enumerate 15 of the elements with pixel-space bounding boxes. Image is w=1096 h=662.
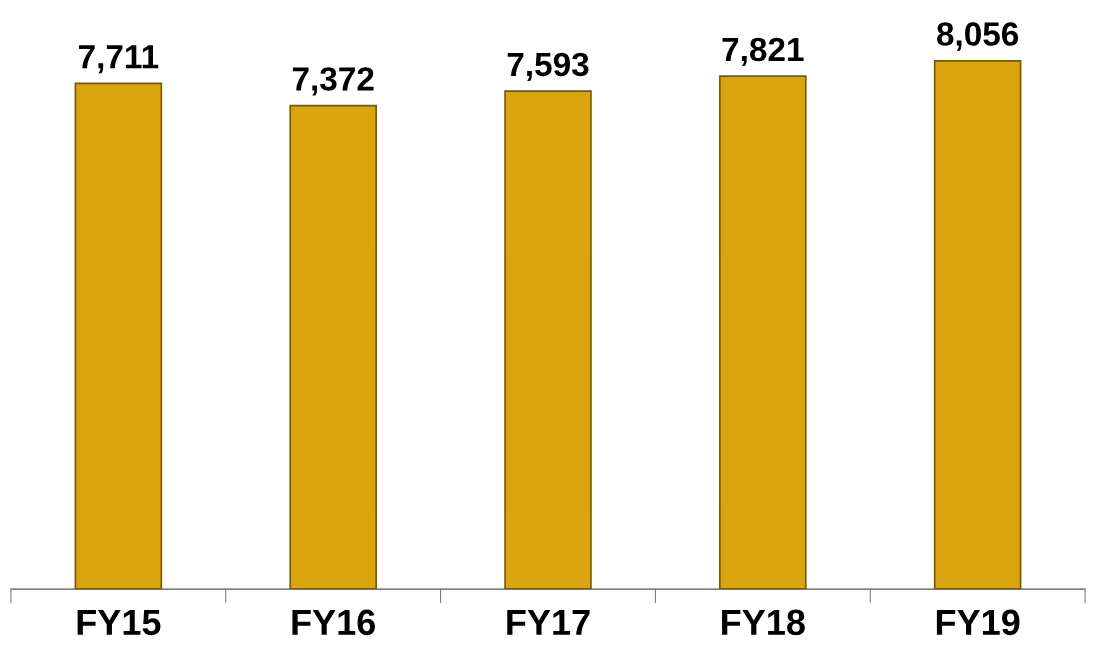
data-label: 7,372	[292, 67, 374, 96]
bar	[719, 75, 807, 590]
bar	[289, 104, 377, 590]
data-label: 7,821	[722, 37, 804, 67]
bar	[933, 59, 1022, 590]
data-label: 7,593	[507, 52, 589, 82]
x-tick-label: FY19	[936, 609, 1020, 636]
x-tick-label: FY18	[722, 609, 805, 636]
bar	[74, 82, 163, 590]
data-label: 7,711	[79, 45, 159, 74]
data-label: 8,056	[936, 22, 1019, 51]
x-tick-label: FY16	[292, 609, 376, 636]
bar	[504, 90, 592, 590]
x-tick-label: FY17	[507, 609, 590, 635]
x-tick-label: FY15	[77, 609, 161, 636]
